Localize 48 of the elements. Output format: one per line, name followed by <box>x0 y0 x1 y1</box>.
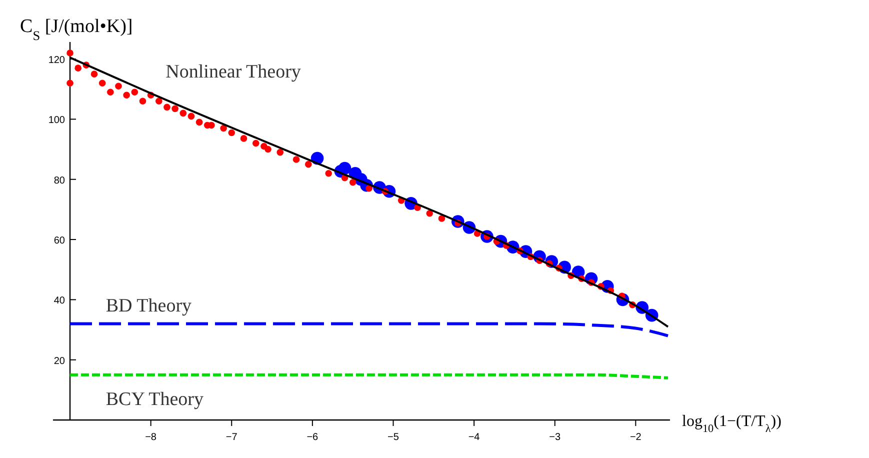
y-tick-label: 40 <box>54 296 66 307</box>
y-axis-title: C$_{S}$ [J/(mol•K)] <box>20 16 133 42</box>
point <box>139 98 146 105</box>
point <box>220 124 227 132</box>
y-tick-label: 100 <box>48 115 66 126</box>
point <box>98 80 106 87</box>
point <box>196 118 203 126</box>
point <box>349 178 356 186</box>
x-tick-label: −8 <box>145 432 157 443</box>
y-tick-label: 80 <box>54 175 66 186</box>
point <box>123 92 130 99</box>
x-tick-label: −3 <box>549 432 561 443</box>
y-tick-label: 60 <box>54 236 66 247</box>
point <box>180 110 187 117</box>
point <box>74 64 82 72</box>
point <box>90 70 98 78</box>
point <box>304 160 312 168</box>
y-tick-label: 120 <box>48 55 66 66</box>
point <box>115 82 122 90</box>
point <box>228 129 236 136</box>
point <box>264 146 272 153</box>
x-tick-label: −7 <box>226 432 238 443</box>
point <box>66 50 74 56</box>
point <box>325 170 332 177</box>
point <box>107 88 114 96</box>
x-tick-label: −2 <box>630 432 642 443</box>
point <box>172 105 178 112</box>
series-label: BCY Theory <box>106 388 204 410</box>
point <box>164 104 170 111</box>
point <box>438 215 446 222</box>
x-tick-label: −5 <box>388 432 400 443</box>
series-label: BD Theory <box>106 296 192 317</box>
series-label: Nonlinear Theory <box>166 62 302 83</box>
point <box>338 162 352 175</box>
point <box>131 88 138 96</box>
point <box>66 80 74 87</box>
point <box>426 210 434 217</box>
point <box>188 112 195 120</box>
x-tick-label: −4 <box>468 432 480 443</box>
line-series <box>68 322 670 338</box>
y-tick-label: 20 <box>54 356 66 367</box>
point <box>155 98 162 105</box>
point <box>276 148 284 156</box>
x-axis-title: log$_{10}$(1−(T/T$_{λ}$)) <box>682 413 782 435</box>
point <box>292 156 300 163</box>
point <box>252 140 260 147</box>
point <box>240 135 248 142</box>
x-tick-label: −6 <box>306 432 319 443</box>
